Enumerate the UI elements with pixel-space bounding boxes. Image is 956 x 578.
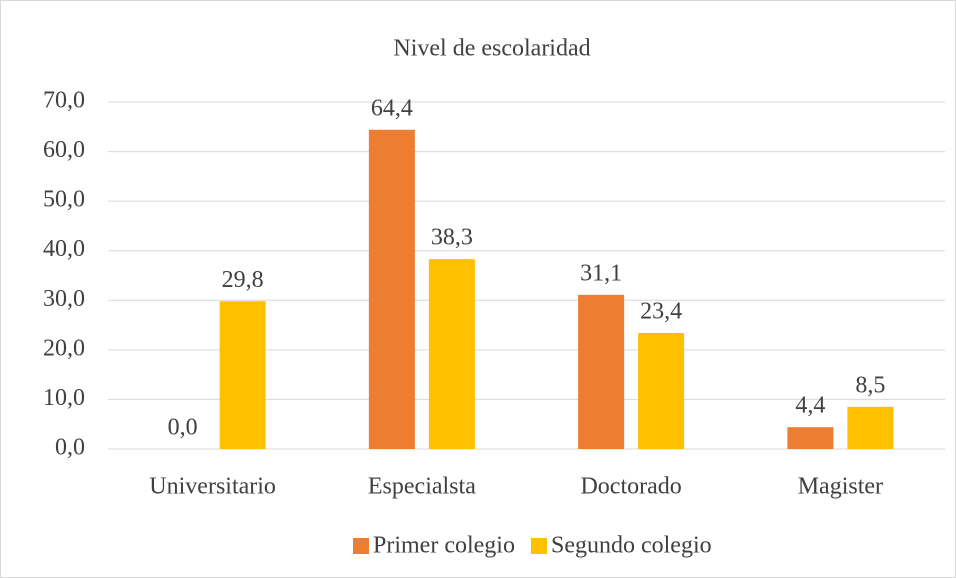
y-tick-label: 40,0 (43, 236, 85, 262)
data-label: 8,5 (855, 372, 885, 398)
bar (368, 129, 415, 449)
y-tick-label: 10,0 (43, 385, 85, 411)
legend-swatch (530, 538, 547, 554)
bar (638, 333, 685, 449)
data-label: 23,4 (640, 299, 682, 325)
y-tick-label: 70,0 (43, 88, 85, 114)
x-tick-label: Magister (798, 474, 883, 500)
data-label: 38,3 (431, 225, 473, 251)
data-label: 64,4 (371, 95, 413, 121)
y-tick-label: 30,0 (43, 286, 85, 312)
bar (787, 427, 834, 449)
y-tick-label: 20,0 (43, 335, 85, 361)
data-label: 29,8 (222, 267, 264, 293)
y-tick-label: 60,0 (43, 137, 85, 163)
y-tick-label: 50,0 (43, 187, 85, 213)
data-label: 31,1 (580, 260, 622, 286)
y-tick-label: 0,0 (55, 435, 85, 461)
x-tick-label: Especialsta (368, 474, 476, 500)
bar (428, 259, 475, 449)
bar (219, 301, 266, 449)
bar (847, 406, 894, 449)
data-label: 4,4 (795, 393, 825, 419)
bar (578, 294, 625, 449)
data-label: 0,0 (168, 415, 198, 441)
legend-label: Segundo colegio (551, 533, 712, 559)
x-tick-label: Universitario (149, 474, 276, 500)
legend-swatch (353, 538, 369, 554)
legend-label: Primer colegio (373, 533, 515, 559)
x-tick-label: Doctorado (580, 474, 681, 500)
chart-title: Nivel de escolaridad (393, 36, 590, 62)
